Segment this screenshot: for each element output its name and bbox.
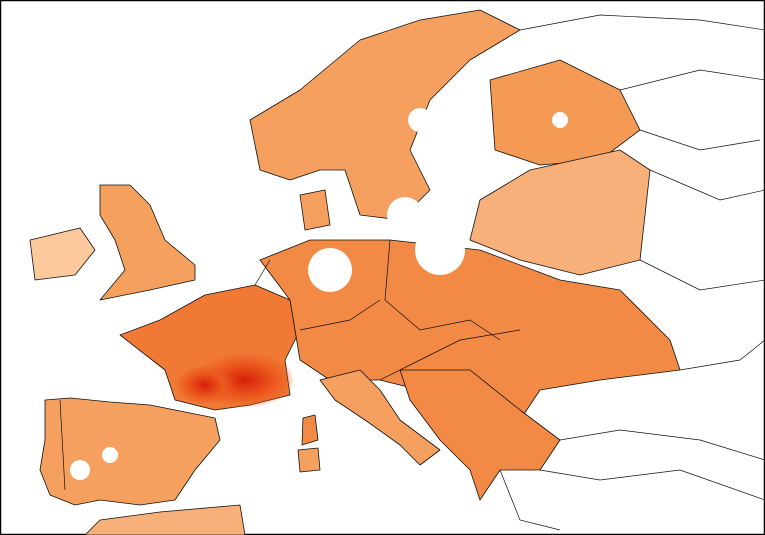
scandinavia [249,9,521,221]
boundaries [59,14,765,531]
gaps [70,108,568,480]
north-africa [84,504,246,535]
sardinia [297,447,321,473]
hotspot [175,365,235,405]
denmark [299,189,331,231]
italy [319,369,441,466]
corsica [301,414,319,446]
heat-layer [29,9,681,535]
great-britain [99,184,196,301]
ireland [29,227,96,281]
finland [489,59,641,166]
